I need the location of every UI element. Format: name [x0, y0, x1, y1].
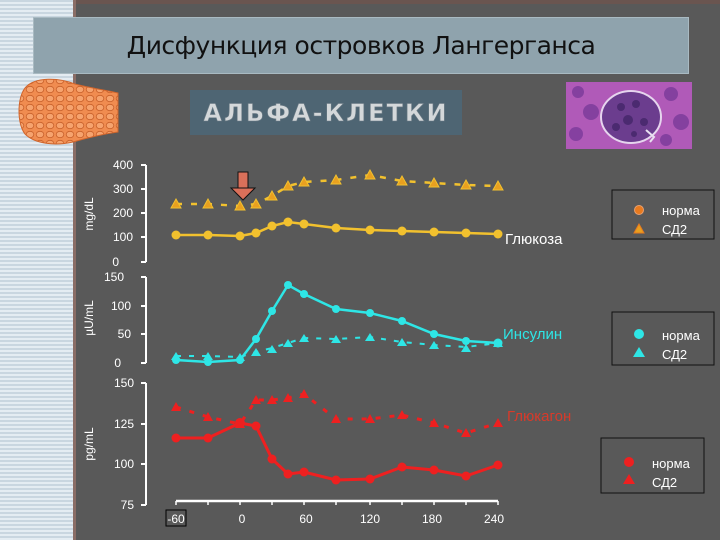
glucose-legend-normal: норма — [662, 203, 701, 218]
tick-400: 400 — [113, 158, 133, 172]
xtick-180: 180 — [422, 512, 442, 526]
glucose-series-label: Глюкоза — [505, 231, 563, 248]
insulin-y-axis: 150 100 50 0 µU/mL — [82, 270, 147, 370]
insulin-normal-line — [175, 283, 499, 364]
xtick--60: -60 — [167, 512, 185, 526]
glucagon-series-label: Глюкагон — [507, 408, 572, 425]
tick-125: 125 — [114, 417, 134, 431]
insulin-series-label: Инсулин — [503, 326, 563, 343]
glucose-normal-markers — [171, 217, 503, 241]
histology-image — [566, 82, 692, 149]
xtick-240: 240 — [484, 512, 504, 526]
tick-100: 100 — [114, 457, 134, 471]
glucagon-ylabel: pg/mL — [82, 427, 96, 461]
insulin-normal-markers — [172, 281, 503, 366]
slide-title: Дисфункция островков Лангерганса — [126, 31, 596, 60]
tick-0: 0 — [112, 255, 119, 269]
xtick-0: 0 — [239, 512, 246, 526]
glucagon-legend: норма СД2 — [600, 437, 705, 494]
glucagon-y-axis: 150 125 100 75 pg/mL — [82, 376, 147, 512]
tick-300: 300 — [113, 182, 133, 196]
glucagon-t2d-markers — [171, 389, 503, 437]
tick-0: 0 — [114, 356, 121, 370]
tick-200: 200 — [113, 206, 133, 220]
title-bar: Дисфункция островков Лангерганса — [33, 17, 689, 74]
slide-subtitle: АЛЬФА-КЛЕТКИ — [203, 98, 449, 127]
subtitle-box: АЛЬФА-КЛЕТКИ — [190, 90, 462, 135]
insulin-legend-normal: норма — [662, 328, 701, 343]
top-border — [0, 0, 720, 4]
insulin-legend-t2d: СД2 — [662, 347, 687, 362]
glucagon-normal-markers — [171, 418, 503, 485]
tick-150: 150 — [104, 270, 124, 284]
glucose-legend-t2d: СД2 — [662, 222, 687, 237]
down-arrow-icon — [229, 171, 257, 201]
tick-100: 100 — [113, 230, 133, 244]
insulin-legend: норма СД2 — [611, 311, 715, 366]
glucagon-legend-t2d: СД2 — [652, 475, 677, 490]
strip-edge — [73, 0, 76, 540]
glucose-ylabel: mg/dL — [82, 197, 96, 231]
tick-150: 150 — [114, 376, 134, 390]
tick-75: 75 — [121, 498, 135, 512]
xtick-60: 60 — [299, 512, 313, 526]
glucose-t2d-markers — [170, 168, 504, 211]
glucose-legend: норма СД2 — [611, 189, 715, 240]
glucagon-normal-line — [176, 421, 499, 482]
x-axis: -60 0 60 120 180 240 — [165, 499, 504, 527]
glucagon-legend-normal: норма — [652, 456, 691, 471]
tick-50: 50 — [118, 327, 132, 341]
glucose-y-axis: 400 300 200 100 0 mg/dL — [82, 158, 147, 269]
insulin-ylabel: µU/mL — [82, 300, 96, 336]
glucagon-t2d-line — [175, 392, 499, 435]
pancreas-image — [18, 78, 119, 145]
tick-100: 100 — [111, 299, 131, 313]
xtick-120: 120 — [360, 512, 380, 526]
